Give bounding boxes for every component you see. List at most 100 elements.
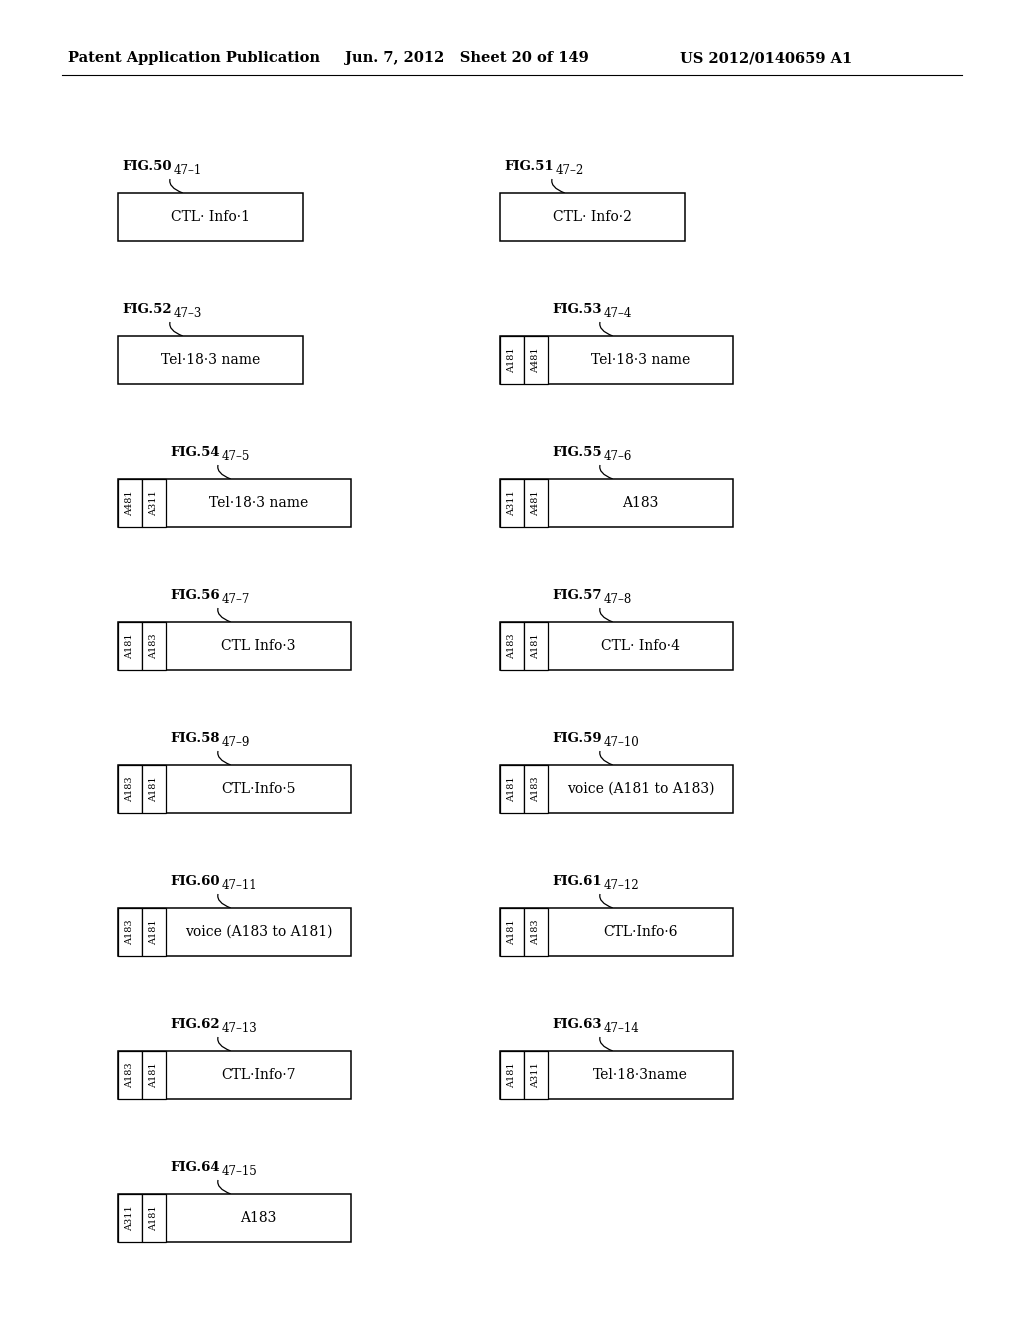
Text: 47–1: 47–1 xyxy=(174,164,203,177)
Bar xyxy=(524,622,548,671)
Text: A311: A311 xyxy=(150,490,159,516)
Bar xyxy=(142,479,166,527)
Text: A181: A181 xyxy=(531,634,541,659)
Text: CTL·Info·7: CTL·Info·7 xyxy=(221,1068,296,1082)
Bar xyxy=(500,908,524,956)
Text: voice (A181 to A183): voice (A181 to A183) xyxy=(566,781,715,796)
Bar xyxy=(500,622,733,671)
Bar xyxy=(118,337,303,384)
Text: A183: A183 xyxy=(126,1063,134,1088)
Bar xyxy=(142,622,166,671)
Text: CTL·Info·5: CTL·Info·5 xyxy=(221,781,296,796)
Bar xyxy=(500,337,524,384)
Bar xyxy=(118,193,303,242)
Text: FIG.62: FIG.62 xyxy=(170,1018,219,1031)
Bar xyxy=(524,479,548,527)
Text: Tel·18·3 name: Tel·18·3 name xyxy=(209,496,308,510)
Text: 47–10: 47–10 xyxy=(604,737,640,748)
Text: A181: A181 xyxy=(150,919,159,945)
Text: A181: A181 xyxy=(150,776,159,801)
Text: CTL· Info·4: CTL· Info·4 xyxy=(601,639,680,653)
Text: Tel·18·3 name: Tel·18·3 name xyxy=(591,352,690,367)
Bar xyxy=(524,337,548,384)
Text: A183: A183 xyxy=(241,1210,276,1225)
Text: A183: A183 xyxy=(126,776,134,801)
Text: FIG.51: FIG.51 xyxy=(504,160,554,173)
Text: 47–2: 47–2 xyxy=(556,164,585,177)
Bar xyxy=(118,622,351,671)
Bar xyxy=(118,766,351,813)
Text: US 2012/0140659 A1: US 2012/0140659 A1 xyxy=(680,51,852,65)
Text: voice (A183 to A181): voice (A183 to A181) xyxy=(184,925,332,939)
Bar xyxy=(118,622,142,671)
Text: A183: A183 xyxy=(126,919,134,945)
Text: A181: A181 xyxy=(508,919,516,945)
Text: 47–6: 47–6 xyxy=(604,450,633,463)
Text: 47–3: 47–3 xyxy=(174,308,203,319)
Bar xyxy=(118,1195,351,1242)
Bar xyxy=(500,193,685,242)
Bar xyxy=(142,1051,166,1100)
Text: A481: A481 xyxy=(126,490,134,516)
Text: A181: A181 xyxy=(508,776,516,801)
Text: 47–12: 47–12 xyxy=(604,879,640,892)
Text: A181: A181 xyxy=(508,1063,516,1088)
Text: A481: A481 xyxy=(531,490,541,516)
Text: FIG.57: FIG.57 xyxy=(552,589,601,602)
Text: A311: A311 xyxy=(531,1063,541,1088)
Bar xyxy=(118,908,142,956)
Bar xyxy=(500,908,733,956)
Bar xyxy=(118,766,142,813)
Text: A311: A311 xyxy=(126,1205,134,1230)
Bar xyxy=(500,479,524,527)
Text: FIG.60: FIG.60 xyxy=(170,875,219,888)
Text: A183: A183 xyxy=(150,634,159,659)
Bar xyxy=(142,1195,166,1242)
Bar xyxy=(118,908,351,956)
Text: 47–14: 47–14 xyxy=(604,1022,640,1035)
Bar xyxy=(524,766,548,813)
Bar xyxy=(500,337,733,384)
Bar xyxy=(500,766,524,813)
Text: FIG.59: FIG.59 xyxy=(552,733,602,744)
Text: 47–5: 47–5 xyxy=(222,450,251,463)
Text: 47–8: 47–8 xyxy=(604,593,632,606)
Bar xyxy=(142,908,166,956)
Text: Tel·18·3 name: Tel·18·3 name xyxy=(161,352,260,367)
Text: FIG.63: FIG.63 xyxy=(552,1018,601,1031)
Text: CTL Info·3: CTL Info·3 xyxy=(221,639,296,653)
Text: Jun. 7, 2012   Sheet 20 of 149: Jun. 7, 2012 Sheet 20 of 149 xyxy=(345,51,589,65)
Text: CTL· Info·2: CTL· Info·2 xyxy=(553,210,632,224)
Bar xyxy=(500,1051,733,1100)
Text: A181: A181 xyxy=(508,347,516,372)
Bar xyxy=(500,766,733,813)
Text: A183: A183 xyxy=(623,496,658,510)
Text: FIG.52: FIG.52 xyxy=(122,304,172,315)
Bar xyxy=(524,908,548,956)
Text: FIG.53: FIG.53 xyxy=(552,304,601,315)
Bar xyxy=(524,1051,548,1100)
Text: A183: A183 xyxy=(531,776,541,801)
Text: A181: A181 xyxy=(126,634,134,659)
Text: CTL·Info·6: CTL·Info·6 xyxy=(603,925,678,939)
Text: A183: A183 xyxy=(508,634,516,659)
Text: 47–15: 47–15 xyxy=(222,1166,258,1177)
Text: A481: A481 xyxy=(531,347,541,372)
Text: 47–4: 47–4 xyxy=(604,308,633,319)
Text: FIG.55: FIG.55 xyxy=(552,446,602,459)
Bar xyxy=(118,1051,142,1100)
Text: 47–9: 47–9 xyxy=(222,737,251,748)
Text: FIG.54: FIG.54 xyxy=(170,446,219,459)
Bar xyxy=(118,1195,142,1242)
Bar xyxy=(118,1051,351,1100)
Text: FIG.56: FIG.56 xyxy=(170,589,219,602)
Text: Tel·18·3name: Tel·18·3name xyxy=(593,1068,688,1082)
Text: 47–11: 47–11 xyxy=(222,879,258,892)
Bar xyxy=(500,479,733,527)
Bar xyxy=(500,1051,524,1100)
Text: A183: A183 xyxy=(531,919,541,945)
Text: A181: A181 xyxy=(150,1063,159,1088)
Bar xyxy=(118,479,142,527)
Text: A311: A311 xyxy=(508,490,516,516)
Text: FIG.64: FIG.64 xyxy=(170,1162,219,1173)
